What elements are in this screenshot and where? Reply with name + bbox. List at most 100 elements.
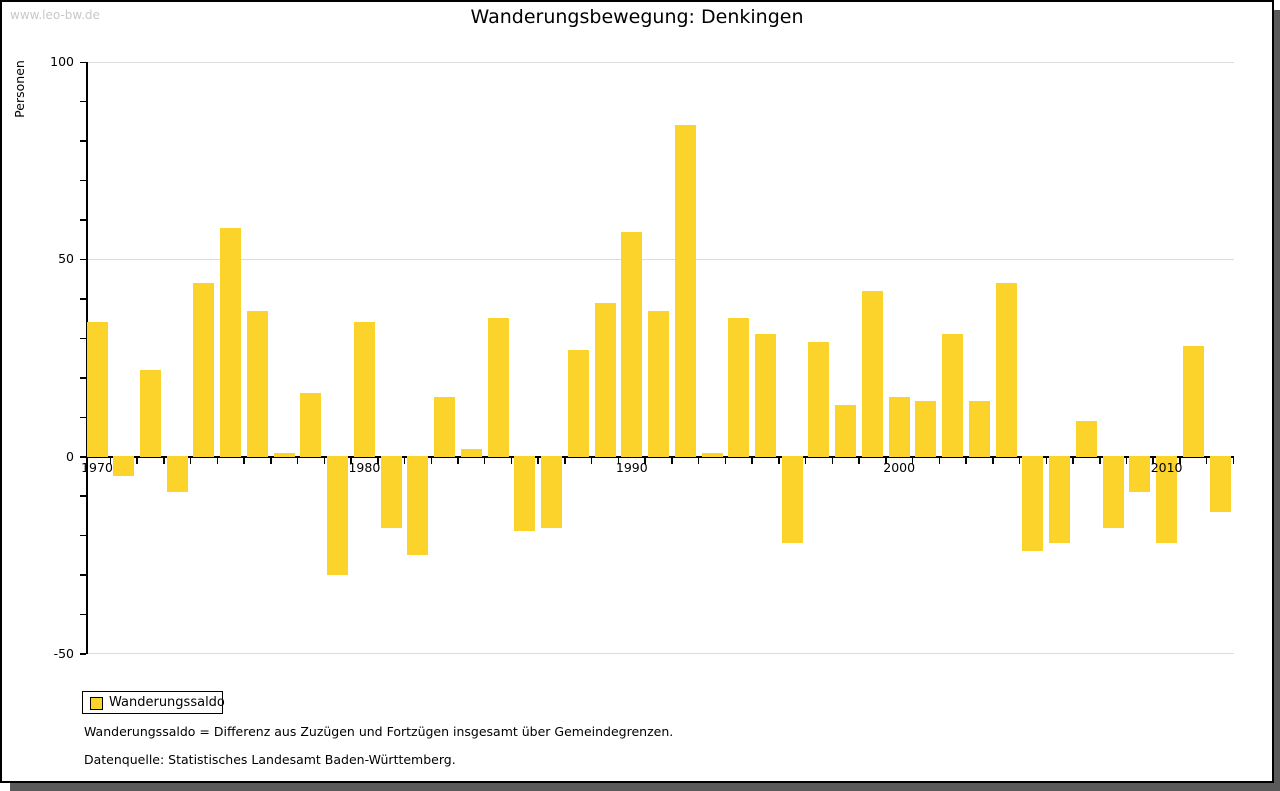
x-tick-25 xyxy=(778,457,780,464)
x-tick-19 xyxy=(617,457,620,464)
bar-2003 xyxy=(968,401,990,458)
bar-1978 xyxy=(300,393,322,458)
x-tick-2 xyxy=(163,457,165,464)
bar-2001 xyxy=(915,401,937,458)
y-tick-40 xyxy=(80,298,86,300)
x-tick-32 xyxy=(965,457,967,464)
y-tick--40 xyxy=(80,613,86,616)
x-tick-9 xyxy=(350,457,352,464)
bar-2010 xyxy=(1156,455,1178,544)
x-tick-0 xyxy=(109,457,112,464)
y-tick-90 xyxy=(80,100,86,103)
y-tick-100 xyxy=(80,61,86,63)
bar-2012 xyxy=(1209,455,1231,512)
bar-1972 xyxy=(139,369,161,458)
x-tick-5 xyxy=(243,457,245,464)
x-tick-18 xyxy=(590,457,593,464)
y-tick-50 xyxy=(80,258,86,261)
bar-1980 xyxy=(353,322,375,458)
legend-swatch xyxy=(90,697,103,710)
y-tick-label--50: -50 xyxy=(53,645,74,661)
y-tick--10 xyxy=(80,495,86,497)
x-tick-29 xyxy=(885,457,887,464)
x-tick-41 xyxy=(1205,457,1208,464)
bar-1984 xyxy=(460,448,482,458)
x-tick-26 xyxy=(804,457,807,464)
x-tick-38 xyxy=(1125,457,1128,464)
x-tick-label-2000: 2000 xyxy=(883,460,916,475)
x-tick-label-1970: 1970 xyxy=(81,460,113,475)
bar-1994 xyxy=(728,318,750,458)
x-tick-31 xyxy=(938,457,941,464)
bar-1971 xyxy=(113,455,135,477)
x-tick-24 xyxy=(751,457,753,464)
y-tick-70 xyxy=(80,179,86,182)
y-tick-label-100: 100 xyxy=(50,54,74,69)
gridline--50 xyxy=(87,653,1234,655)
legend-box: Wanderungssaldo xyxy=(82,691,225,714)
bar-2009 xyxy=(1129,455,1151,492)
bar-1987 xyxy=(541,455,563,528)
y-tick-60 xyxy=(80,219,86,221)
x-tick-40 xyxy=(1179,457,1181,464)
x-tick-10 xyxy=(377,457,379,464)
gridline-50 xyxy=(87,258,1234,260)
bar-1983 xyxy=(434,397,456,458)
bar-1990 xyxy=(621,231,643,458)
bar-2006 xyxy=(1049,455,1071,544)
x-tick-22 xyxy=(697,457,700,464)
y-tick-80 xyxy=(80,140,86,142)
x-tick-label-1990: 1990 xyxy=(615,460,648,475)
x-tick-20 xyxy=(644,457,646,464)
x-tick-33 xyxy=(992,457,994,464)
bar-1977 xyxy=(273,452,295,458)
x-tick-3 xyxy=(189,457,192,464)
x-tick-34 xyxy=(1018,457,1021,464)
bar-1970 xyxy=(86,322,108,458)
x-tick-11 xyxy=(403,457,406,464)
bar-1999 xyxy=(861,290,883,458)
y-axis-label: Personen xyxy=(12,60,27,118)
y-tick-20 xyxy=(80,377,86,379)
x-tick-36 xyxy=(1072,457,1074,464)
x-tick-35 xyxy=(1045,457,1048,464)
y-tick--20 xyxy=(80,534,86,537)
x-tick-39 xyxy=(1152,457,1154,464)
bar-2005 xyxy=(1022,455,1044,552)
bar-1979 xyxy=(327,455,349,575)
bar-1973 xyxy=(166,455,188,492)
x-tick-42 xyxy=(1232,457,1235,464)
x-tick-27 xyxy=(831,457,834,464)
bar-2007 xyxy=(1075,420,1097,458)
bar-1991 xyxy=(648,310,670,458)
bar-1996 xyxy=(781,455,803,544)
y-tick-label-50: 50 xyxy=(58,251,74,267)
bar-1995 xyxy=(755,334,776,458)
watermark: www.leo-bw.de xyxy=(10,8,100,22)
bar-1992 xyxy=(674,125,696,458)
bar-2000 xyxy=(888,397,910,458)
bar-1976 xyxy=(246,310,268,458)
y-tick--30 xyxy=(80,574,86,576)
drop-shadow-bottom xyxy=(10,783,1280,791)
bar-1998 xyxy=(835,405,857,458)
y-tick-30 xyxy=(80,337,86,340)
x-tick-17 xyxy=(564,457,566,464)
gridline-100 xyxy=(87,61,1234,63)
x-tick-7 xyxy=(296,457,299,464)
x-tick-8 xyxy=(323,457,326,464)
bar-1988 xyxy=(567,349,589,458)
y-tick--50 xyxy=(80,653,86,655)
bar-1993 xyxy=(701,452,723,458)
x-tick-14 xyxy=(483,457,486,464)
x-tick-12 xyxy=(430,457,432,464)
x-tick-13 xyxy=(457,457,459,464)
x-tick-label-2010: 2010 xyxy=(1150,460,1183,475)
bar-2008 xyxy=(1102,455,1124,528)
x-tick-4 xyxy=(216,457,219,464)
footnote-source: Datenquelle: Statistisches Landesamt Bad… xyxy=(84,752,456,767)
x-tick-28 xyxy=(858,457,860,464)
bar-1974 xyxy=(193,282,215,458)
y-tick-label-0: 0 xyxy=(66,448,74,464)
